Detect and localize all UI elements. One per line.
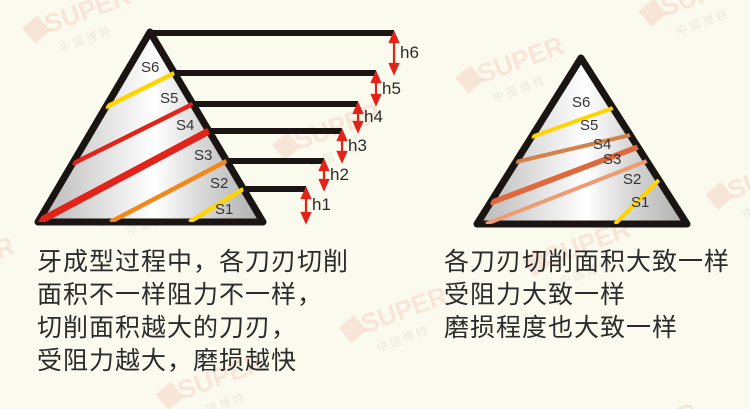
svg-text:S6: S6 — [141, 59, 159, 76]
svg-text:S3: S3 — [194, 147, 212, 164]
svg-text:S4: S4 — [176, 117, 194, 134]
svg-text:S2: S2 — [623, 171, 641, 188]
svg-text:S3: S3 — [603, 151, 621, 168]
svg-text:h6: h6 — [400, 43, 419, 62]
svg-text:S5: S5 — [580, 117, 598, 134]
svg-text:S1: S1 — [215, 201, 233, 218]
svg-text:S5: S5 — [160, 90, 178, 107]
svg-text:h3: h3 — [348, 136, 367, 155]
svg-text:h2: h2 — [330, 165, 349, 184]
svg-text:S1: S1 — [631, 194, 649, 211]
svg-text:S2: S2 — [210, 175, 228, 192]
svg-text:h1: h1 — [312, 195, 331, 214]
svg-text:h5: h5 — [382, 79, 401, 98]
svg-text:h4: h4 — [364, 107, 383, 126]
svg-text:S6: S6 — [572, 94, 590, 111]
